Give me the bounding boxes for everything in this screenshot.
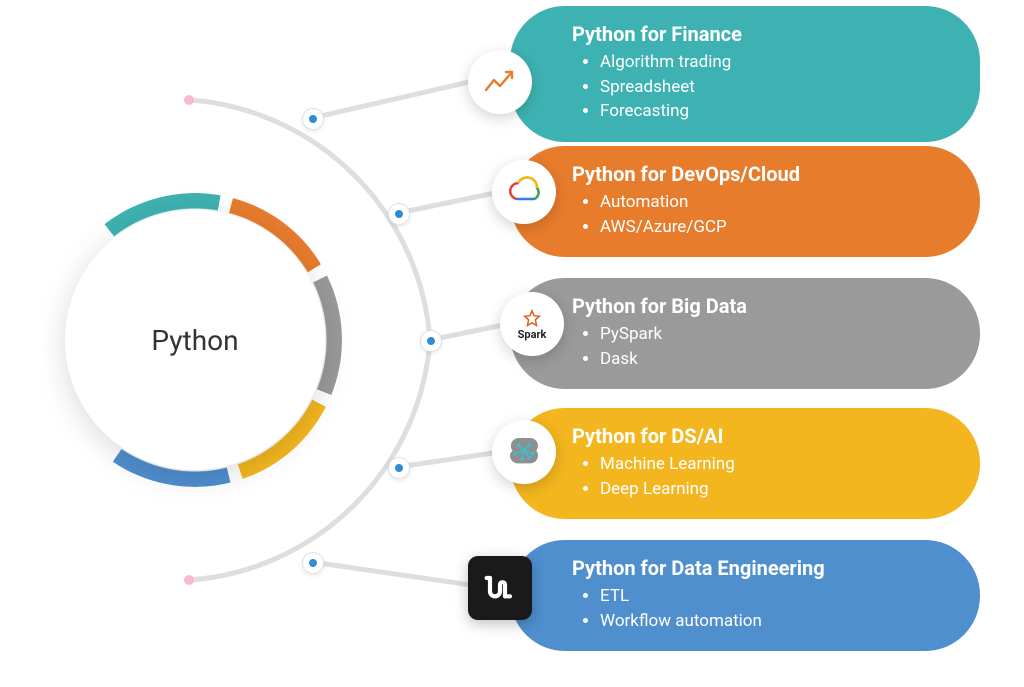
brain-ai-icon — [492, 420, 556, 484]
pill-title-dsai: Python for DS/AI — [572, 424, 944, 448]
pill-title-bigdata: Python for Big Data — [572, 294, 944, 318]
pill-item: Machine Learning — [600, 452, 944, 477]
connector-node — [389, 458, 409, 478]
pill-items-devops: AutomationAWS/Azure/GCP — [600, 190, 944, 239]
pill-item: Forecasting — [600, 99, 944, 124]
connector-node — [303, 553, 323, 573]
pill-items-dsai: Machine LearningDeep Learning — [600, 452, 944, 501]
pill-devops: Python for DevOps/Cloud AutomationAWS/Azu… — [510, 146, 980, 257]
center-circle: Python — [65, 210, 325, 470]
trend-arrow-icon — [482, 64, 518, 100]
connector-node — [421, 331, 441, 351]
pill-item: AWS/Azure/GCP — [600, 215, 944, 240]
pill-dataeng: Python for Data Engineering ETLWorkflow a… — [510, 540, 980, 651]
arc-end-dot — [184, 95, 194, 105]
pill-title-finance: Python for Finance — [572, 22, 944, 46]
pill-item: Workflow automation — [600, 609, 944, 634]
trend-arrow-icon — [468, 50, 532, 114]
arc-end-dot — [184, 575, 194, 585]
pill-items-bigdata: PySparkDask — [600, 322, 944, 371]
pill-title-devops: Python for DevOps/Cloud — [572, 162, 944, 186]
center-label: Python — [151, 324, 238, 357]
pill-bigdata: Python for Big Data PySparkDask — [510, 278, 980, 389]
cloud-icon — [492, 160, 556, 224]
stumble-icon — [468, 556, 532, 620]
pill-items-finance: Algorithm tradingSpreadsheetForecasting — [600, 50, 944, 124]
pill-item: Spreadsheet — [600, 75, 944, 100]
pill-item: Deep Learning — [600, 477, 944, 502]
pill-item: ETL — [600, 584, 944, 609]
stumble-icon — [480, 568, 520, 608]
pill-item: Automation — [600, 190, 944, 215]
brain-ai-icon — [503, 431, 545, 473]
spark-icon: Spark — [518, 309, 547, 340]
pill-item: Algorithm trading — [600, 50, 944, 75]
spark-icon: Spark — [500, 292, 564, 356]
cloud-icon — [504, 172, 544, 212]
python-ecosystem-diagram: Python Python for Finance Algorithm tradi… — [0, 0, 1024, 687]
pill-item: Dask — [600, 347, 944, 372]
connector-node — [389, 204, 409, 224]
pill-items-dataeng: ETLWorkflow automation — [600, 584, 944, 633]
pill-title-dataeng: Python for Data Engineering — [572, 556, 944, 580]
pill-finance: Python for Finance Algorithm tradingSprea… — [510, 6, 980, 142]
connector-node — [303, 109, 323, 129]
pill-dsai: Python for DS/AI Machine LearningDeep Lea… — [510, 408, 980, 519]
pill-item: PySpark — [600, 322, 944, 347]
